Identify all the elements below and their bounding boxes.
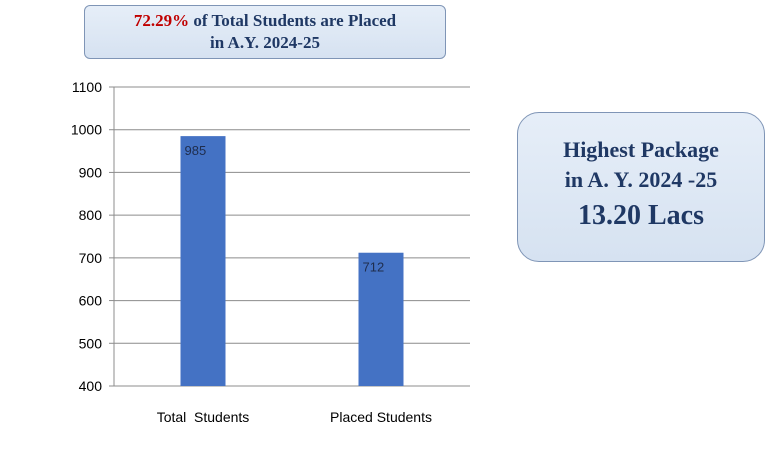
placement-headline-callout: 72.29% of Total Students are Placed in A… <box>84 5 446 59</box>
y-axis <box>109 86 115 387</box>
highest-package-callout: Highest Package in A. Y. 2024 -25 13.20 … <box>517 112 765 262</box>
data-label-1: 712 <box>363 260 385 275</box>
y-tick-label: 400 <box>79 378 103 394</box>
bar-0 <box>180 136 226 386</box>
y-tick-label: 900 <box>79 164 103 180</box>
y-tick-label: 1100 <box>72 79 102 95</box>
placement-percent: 72.29% <box>133 11 190 30</box>
category-label-0: Total Students <box>157 409 250 425</box>
headline-line-1: 72.29% of Total Students are Placed <box>85 10 445 32</box>
data-label-0: 985 <box>185 143 207 158</box>
y-tick-label: 700 <box>79 250 103 266</box>
headline-line-2: in A.Y. 2024-25 <box>210 33 320 52</box>
gridlines <box>114 86 470 387</box>
package-title: Highest Package <box>563 137 719 162</box>
y-tick-label: 500 <box>79 335 103 351</box>
bar-1 <box>358 252 404 386</box>
package-year: in A. Y. 2024 -25 <box>564 167 718 192</box>
labels: 400 500 600 700 800 900 1000 1100 985 Total Stude… <box>71 79 432 425</box>
bars <box>180 136 404 386</box>
y-tick-label: 800 <box>79 207 103 223</box>
headline-text: of Total Students are Placed <box>189 11 397 30</box>
y-tick-label: 600 <box>79 293 103 309</box>
package-value: 13.20 Lacs <box>578 200 704 231</box>
y-tick-label: 1000 <box>71 122 102 138</box>
category-label-1: Placed Students <box>330 409 432 425</box>
